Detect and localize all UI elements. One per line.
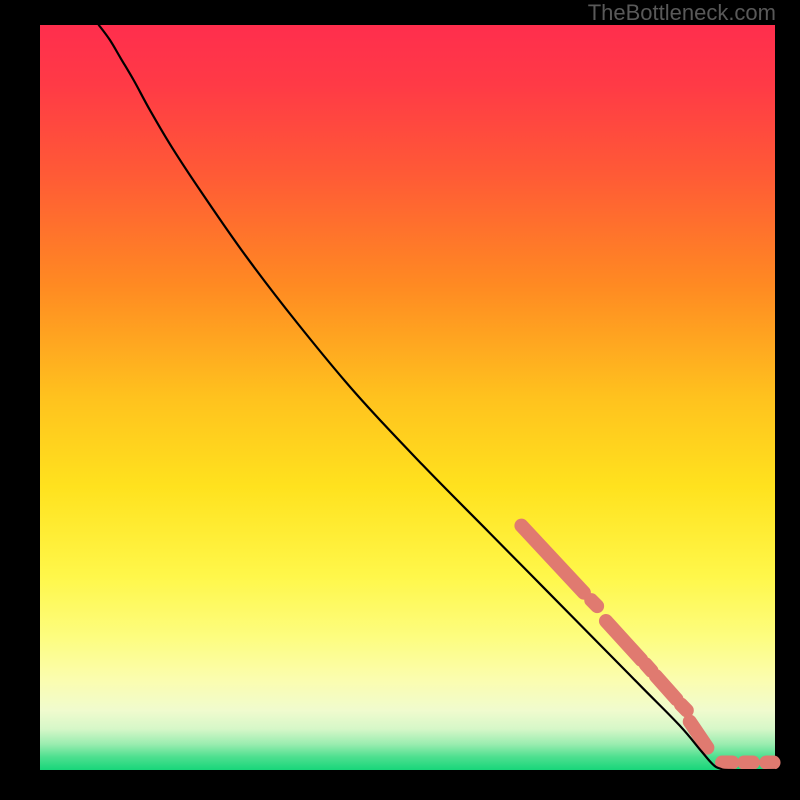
watermark-text: TheBottleneck.com (588, 0, 776, 26)
chart-svg (0, 0, 800, 800)
plot-background (40, 25, 775, 770)
chart-stage: TheBottleneck.com (0, 0, 800, 800)
overlay-dash-3 (646, 664, 652, 671)
overlay-dash-5 (681, 704, 687, 710)
overlay-dash-1 (591, 600, 597, 606)
